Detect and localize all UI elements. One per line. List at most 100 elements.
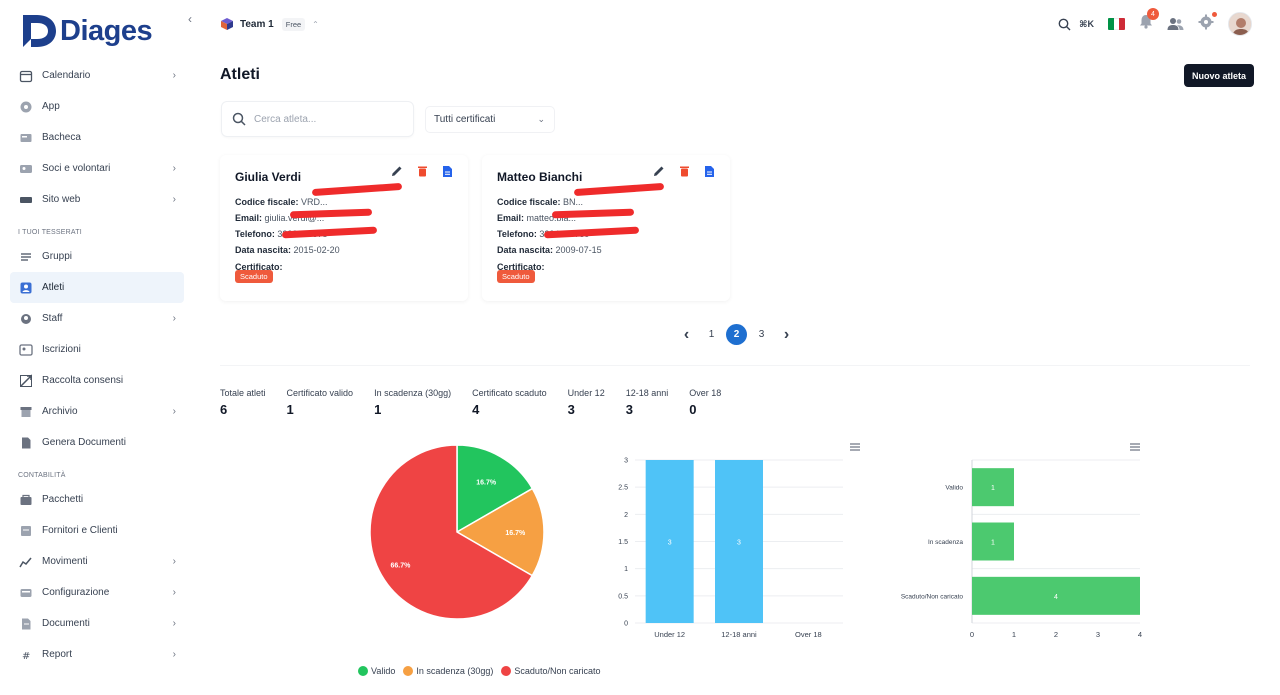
new-athlete-button[interactable]: Nuovo atleta bbox=[1184, 64, 1254, 87]
page-2[interactable]: 2 bbox=[726, 324, 747, 345]
logo-d-icon bbox=[23, 15, 56, 47]
sidebar-item-calendario[interactable]: Calendario › bbox=[10, 60, 184, 91]
document-icon[interactable] bbox=[704, 165, 715, 178]
sidebar-item-app[interactable]: App bbox=[10, 91, 184, 122]
chevron-down-icon: ⌄ bbox=[537, 114, 545, 124]
redaction-mark bbox=[289, 208, 373, 219]
consent-icon bbox=[19, 373, 33, 388]
settings-button[interactable] bbox=[1198, 11, 1217, 35]
sidebar-item-configurazione[interactable]: Configurazione › bbox=[10, 577, 184, 608]
field-label: Email: bbox=[235, 213, 263, 223]
avatar[interactable] bbox=[1228, 12, 1252, 36]
hamburger-icon[interactable] bbox=[850, 443, 860, 451]
athlete-name: Giulia Verdi bbox=[235, 170, 302, 184]
document-icon[interactable] bbox=[442, 165, 453, 178]
search-icon bbox=[232, 112, 246, 126]
redaction-mark bbox=[573, 182, 665, 197]
delete-icon[interactable] bbox=[417, 165, 428, 178]
athlete-data-nascita: Data nascita: 2015-02-20 bbox=[235, 245, 340, 255]
search-input[interactable] bbox=[254, 113, 404, 125]
chevron-right-icon: › bbox=[172, 70, 176, 81]
pagination: ‹ 1 2 3 › bbox=[676, 324, 801, 345]
y-tick-label: 0.5 bbox=[618, 593, 628, 600]
sidebar-item-atleti[interactable]: Atleti bbox=[10, 272, 184, 303]
chevron-right-icon: › bbox=[172, 163, 176, 174]
field-value: BN... bbox=[563, 197, 584, 207]
delete-icon[interactable] bbox=[679, 165, 690, 178]
stat-label: 12-18 anni bbox=[625, 388, 669, 398]
sidebar-item-label: Raccolta consensi bbox=[42, 375, 124, 386]
sidebar-item-label: Movimenti bbox=[42, 556, 88, 567]
legend-item[interactable]: Scaduto/Non caricato bbox=[501, 666, 600, 676]
sidebar-item-genera-documenti[interactable]: Genera Documenti bbox=[10, 427, 184, 458]
settings-dot bbox=[1212, 11, 1217, 17]
app-icon bbox=[19, 100, 33, 114]
chevron-left-icon[interactable]: ‹ bbox=[683, 325, 690, 343]
certificate-filter-select[interactable]: Tutti certificati ⌄ bbox=[425, 106, 555, 133]
stat-under-12: Under 12 3 bbox=[568, 388, 605, 417]
sidebar-item-sito-web[interactable]: Sito web › bbox=[10, 184, 184, 215]
stat-totale-atleti: Totale atleti 6 bbox=[220, 388, 266, 417]
edit-icon[interactable] bbox=[391, 165, 403, 178]
field-label: Telefono: bbox=[235, 229, 275, 239]
sidebar-item-staff[interactable]: Staff › bbox=[10, 303, 184, 334]
field-label: Email: bbox=[497, 213, 525, 223]
sidebar-item-label: Atleti bbox=[42, 282, 65, 293]
page-1[interactable]: 1 bbox=[708, 329, 715, 340]
chevron-right-icon[interactable]: › bbox=[783, 325, 790, 343]
stat-in-scadenza-30gg-: In scadenza (30gg) 1 bbox=[374, 388, 451, 417]
chevron-right-icon: › bbox=[172, 194, 176, 205]
command-shortcut[interactable]: ⌘K bbox=[1079, 18, 1094, 29]
athlete-email: Email: matteo.bia... bbox=[497, 213, 576, 223]
sidebar-item-report[interactable]: # Report › bbox=[10, 639, 184, 670]
search-icon[interactable] bbox=[1058, 18, 1071, 31]
field-label: Telefono: bbox=[497, 229, 537, 239]
stat-value: 3 bbox=[625, 402, 633, 417]
report-icon: # bbox=[19, 648, 33, 662]
brand-logo[interactable]: Diages bbox=[20, 12, 153, 50]
team-switcher[interactable]: Team 1 Free ⌃ bbox=[220, 17, 319, 31]
x-tick-label: 0 bbox=[970, 630, 974, 639]
y-category-label: In scadenza bbox=[928, 539, 963, 546]
sidebar-item-bacheca[interactable]: Bacheca bbox=[10, 122, 184, 153]
sidebar-item-iscrizioni[interactable]: Iscrizioni bbox=[10, 334, 184, 365]
edit-icon[interactable] bbox=[653, 165, 665, 178]
hamburger-icon[interactable] bbox=[1130, 443, 1140, 451]
certificate-pie-chart: 16.7% 16.7% 66.7% bbox=[369, 444, 545, 620]
italian-flag-icon[interactable] bbox=[1108, 18, 1125, 30]
sidebar-item-label: Calendario bbox=[42, 70, 91, 81]
page-3[interactable]: 3 bbox=[758, 329, 765, 340]
config-icon bbox=[19, 586, 33, 600]
sidebar-item-label: Genera Documenti bbox=[42, 437, 126, 448]
users-icon[interactable] bbox=[1167, 17, 1184, 31]
stat-label: Certificato scaduto bbox=[472, 388, 547, 398]
sidebar-item-soci-e-volontari[interactable]: Soci e volontari › bbox=[10, 153, 184, 184]
sidebar-section-title: CONTABILITÀ bbox=[18, 472, 66, 479]
sidebar-item-movimenti[interactable]: Movimenti › bbox=[10, 546, 184, 577]
archive-icon bbox=[19, 405, 33, 419]
sidebar-item-raccolta-consensi[interactable]: Raccolta consensi bbox=[10, 365, 184, 396]
x-tick-label: 4 bbox=[1138, 630, 1142, 639]
chevron-left-icon[interactable]: ‹ bbox=[188, 12, 192, 26]
athlete-card[interactable]: Matteo Bianchi Codice fiscale: BN... Email… bbox=[482, 155, 730, 301]
legend-item[interactable]: Valido bbox=[358, 666, 395, 676]
sidebar-item-pacchetti[interactable]: Pacchetti bbox=[10, 484, 184, 515]
redaction-mark bbox=[551, 208, 635, 219]
legend-item[interactable]: In scadenza (30gg) bbox=[403, 666, 493, 676]
pie-legend: Valido In scadenza (30gg) Scaduto/Non cari… bbox=[358, 666, 608, 676]
bar bbox=[972, 522, 1014, 561]
sidebar-item-documenti[interactable]: Documenti › bbox=[10, 608, 184, 639]
sidebar-item-archivio[interactable]: Archivio › bbox=[10, 396, 184, 427]
sidebar-item-fornitori-e-clienti[interactable]: Fornitori e Clienti bbox=[10, 515, 184, 546]
stat-certificato-scaduto: Certificato scaduto 4 bbox=[472, 388, 547, 417]
legend-label: In scadenza (30gg) bbox=[416, 666, 494, 676]
svg-text:#: # bbox=[22, 651, 30, 662]
notifications-button[interactable]: 4 bbox=[1139, 8, 1159, 34]
chevron-right-icon: › bbox=[172, 313, 176, 324]
gear-icon bbox=[1198, 14, 1214, 29]
search-box[interactable] bbox=[221, 101, 414, 137]
sidebar-item-gruppi[interactable]: Gruppi bbox=[10, 241, 184, 272]
athlete-card[interactable]: Giulia Verdi Codice fiscale: VRD... Email:… bbox=[220, 155, 468, 301]
documents-icon bbox=[19, 617, 33, 631]
field-value: VRD... bbox=[301, 197, 328, 207]
